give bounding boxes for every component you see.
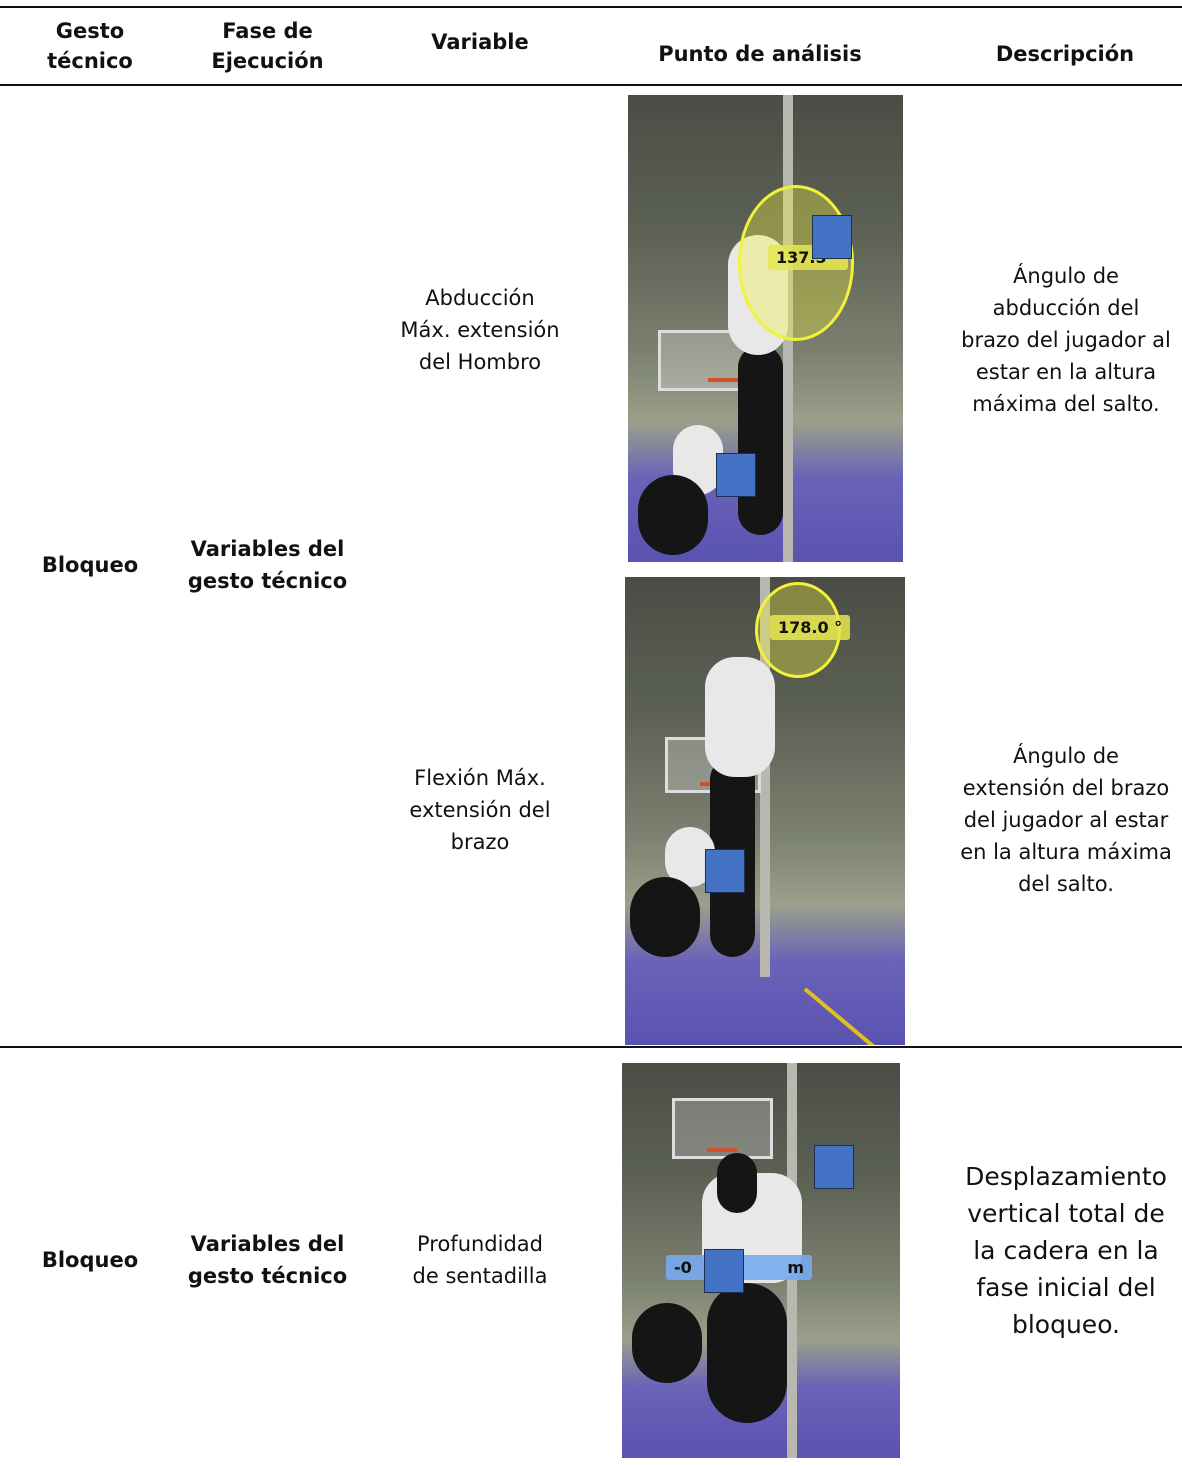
header-cell: Descripción [960, 20, 1170, 88]
header-cell: Gesto técnico [10, 12, 170, 80]
fase-cell: Variables del gesto técnico [180, 500, 355, 630]
redaction-box [705, 849, 745, 893]
top-rule [0, 6, 1182, 8]
seated-person [632, 1303, 702, 1383]
variable-text: Abducción Máx. extensión del Hombro [400, 286, 560, 374]
gesto-cell: Bloqueo [10, 1200, 170, 1320]
angle-label: 178.0 ° [770, 615, 851, 640]
header-rule [0, 84, 1182, 86]
seated-person [638, 475, 708, 555]
gesto-cell: Bloqueo [10, 500, 170, 630]
player-torso [705, 657, 775, 777]
gesto-text: Bloqueo [41, 553, 139, 577]
pole [760, 577, 770, 977]
row-rule [0, 1046, 1182, 1048]
gesto-text: Bloqueo [41, 1248, 139, 1272]
angle-text: 178.0 ° [778, 618, 843, 637]
court-line [803, 987, 891, 1045]
variable-text: Profundidad de sentadilla [412, 1232, 548, 1288]
seated-person [630, 877, 700, 957]
analysis-photo: 178.0 ° [625, 577, 905, 1045]
unit-text: m [787, 1258, 804, 1277]
header-text: Gesto técnico [47, 19, 133, 73]
fase-text: Variables del gesto técnico [187, 1232, 348, 1288]
analysis-photo: -0 m [622, 1063, 900, 1458]
description-text: Desplazamiento vertical total de la cade… [965, 1161, 1167, 1339]
header-text: Descripción [995, 42, 1135, 66]
displacement-text: -0 [674, 1258, 692, 1277]
fase-cell: Variables del gesto técnico [180, 1200, 355, 1320]
header-text: Punto de análisis [658, 42, 862, 66]
fase-text: Variables del gesto técnico [187, 537, 348, 593]
variable-text: Flexión Máx. extensión del brazo [409, 766, 551, 854]
variable-cell: Abducción Máx. extensión del Hombro [395, 200, 565, 460]
description-cell: Ángulo de extensión del brazo del jugado… [960, 680, 1172, 960]
redaction-box [716, 453, 756, 497]
description-cell: Ángulo de abducción del brazo del jugado… [960, 200, 1172, 480]
description-cell: Desplazamiento vertical total de la cade… [955, 1130, 1177, 1370]
variable-cell: Flexión Máx. extensión del brazo [395, 740, 565, 880]
player-head [717, 1153, 757, 1213]
variable-cell: Profundidad de sentadilla [395, 1200, 565, 1320]
rim [707, 1148, 737, 1152]
player-legs [707, 1283, 787, 1423]
description-text: Ángulo de abducción del brazo del jugado… [961, 264, 1171, 416]
header-cell: Variable [395, 12, 565, 72]
redaction-box [812, 215, 852, 259]
player-legs [738, 345, 783, 535]
header-text: Variable [431, 30, 529, 54]
redaction-box [704, 1249, 744, 1293]
rim [708, 378, 738, 382]
redaction-box [814, 1145, 854, 1189]
header-cell: Fase de Ejecución [180, 12, 355, 80]
header-cell: Punto de análisis [610, 20, 910, 88]
header-text: Fase de Ejecución [211, 19, 324, 73]
analysis-photo: 137.5 ° [628, 95, 903, 562]
description-text: Ángulo de extensión del brazo del jugado… [960, 744, 1172, 896]
